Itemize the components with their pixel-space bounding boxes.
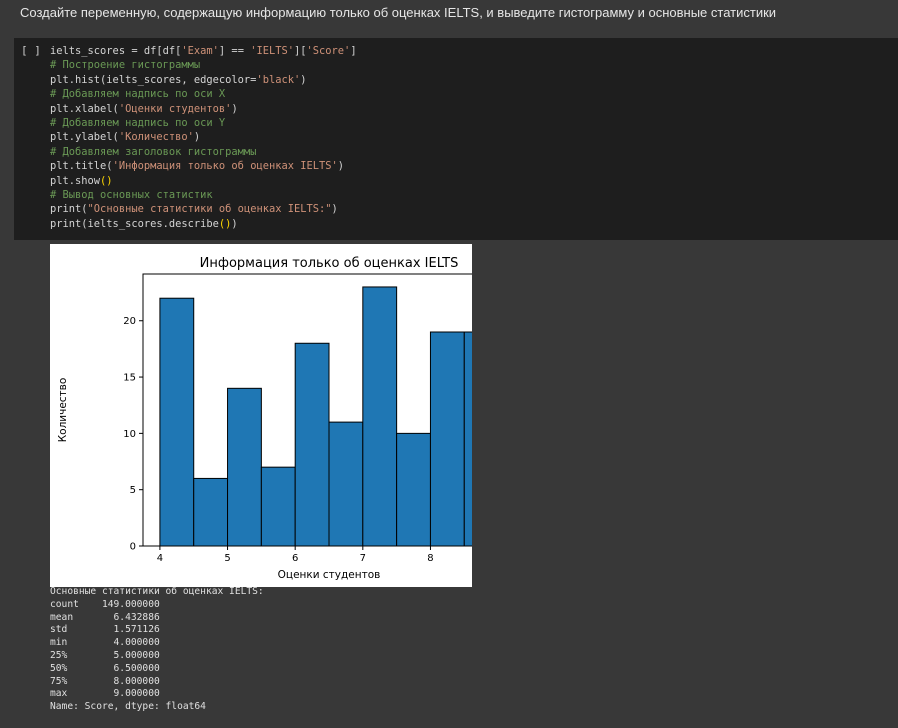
y-tick-label: 15 (123, 373, 136, 384)
x-axis-label: Оценки студентов (278, 569, 381, 581)
stats-row-std: std 1.571126 (50, 624, 160, 636)
stats-row-min: min 4.000000 (50, 637, 160, 649)
y-tick-label: 5 (130, 485, 136, 496)
histogram-bar (227, 387, 262, 547)
y-tick-label: 20 (123, 316, 136, 327)
run-cell-button[interactable]: [ ] (21, 44, 41, 57)
histogram-bar (328, 421, 364, 547)
histogram-bar (159, 297, 195, 547)
markdown-cell: Создайте переменную, содержащую информац… (0, 0, 898, 38)
histogram-bar (429, 331, 465, 547)
y-tick-label: 10 (123, 429, 136, 440)
x-tick-label: 4 (157, 553, 163, 564)
histogram-bar (396, 432, 431, 547)
histogram-bar (362, 286, 398, 547)
stats-row-50: 50% 6.500000 (50, 662, 160, 674)
stats-row-count: count 149.000000 (50, 598, 160, 610)
y-tick-label: 0 (130, 542, 136, 553)
stats-row-max: max 9.000000 (50, 688, 160, 700)
histogram-bar (260, 466, 296, 547)
x-tick-label: 7 (360, 553, 366, 564)
x-tick-label: 8 (427, 553, 433, 564)
histogram-bar (193, 477, 229, 547)
x-tick-label: 5 (224, 553, 230, 564)
histogram-bar (294, 342, 330, 547)
histogram-bar (463, 331, 472, 547)
stats-header: Основные статистики об оценках IELTS: (50, 586, 264, 597)
markdown-text: Создайте переменную, содержащую информац… (20, 5, 777, 20)
stats-row-25: 25% 5.000000 (50, 649, 160, 661)
chart-title: Информация только об оценках IELTS (200, 256, 459, 271)
stats-row-75: 75% 8.000000 (50, 675, 160, 687)
code-cell[interactable]: [ ] ielts_scores = df[df['Exam'] == 'IEL… (14, 38, 898, 240)
stats-row-mean: mean 6.432886 (50, 611, 160, 623)
x-tick-label: 6 (292, 553, 298, 564)
stats-output: Основные статистики об оценках IELTS: co… (50, 586, 264, 714)
stats-footer: Name: Score, dtype: float64 (50, 701, 206, 713)
plot-frame (142, 273, 472, 547)
code-editor[interactable]: ielts_scores = df[df['Exam'] == 'IELTS']… (50, 45, 357, 230)
y-axis-label: Количество (57, 378, 69, 443)
